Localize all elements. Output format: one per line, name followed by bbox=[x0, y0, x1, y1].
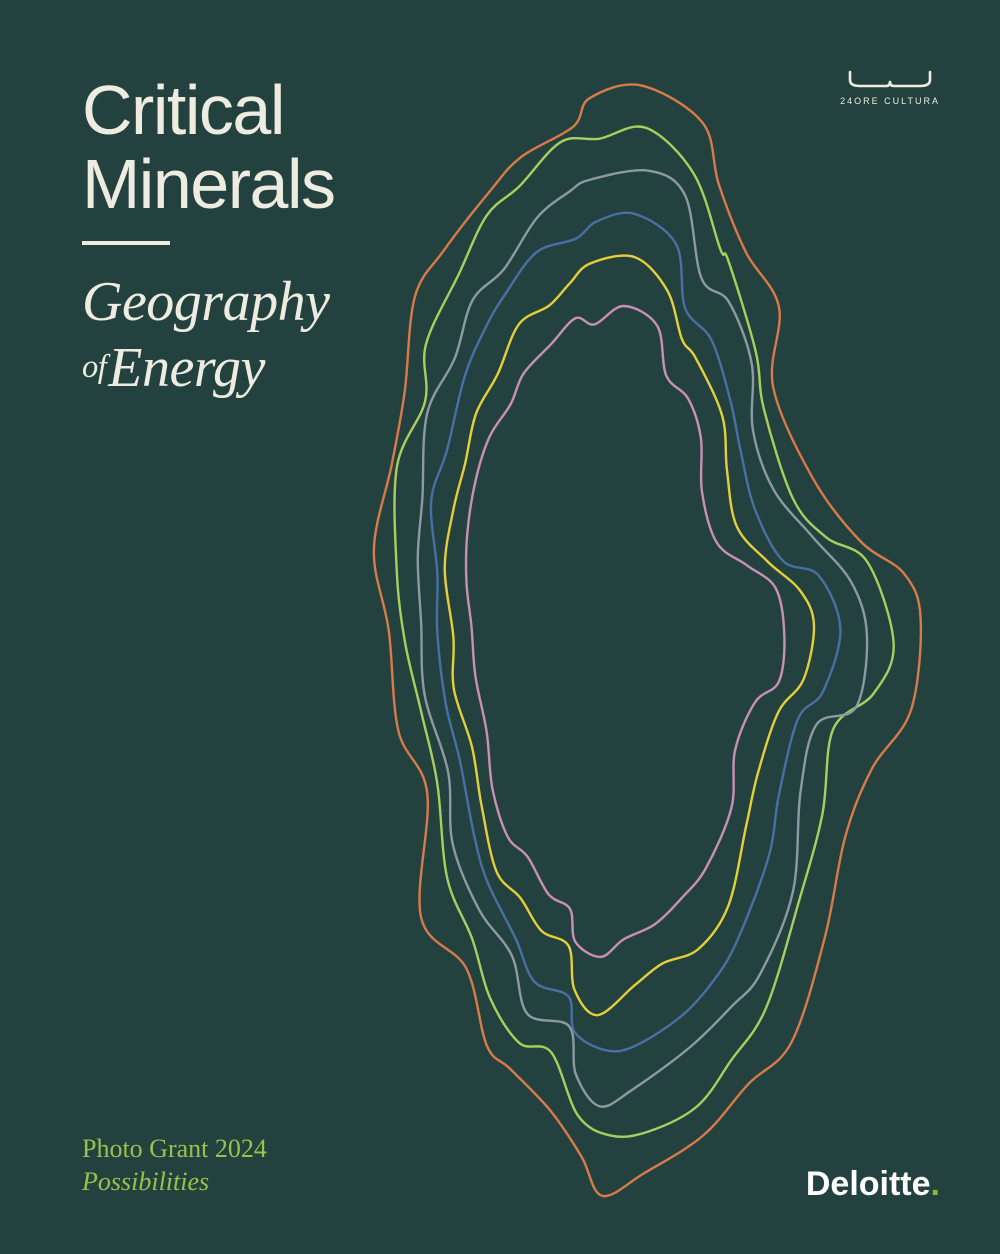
subtitle-word-2: Energy bbox=[108, 337, 265, 399]
grant-line-1: Photo Grant 2024 bbox=[82, 1133, 267, 1166]
contour-ring-1 bbox=[394, 126, 893, 1136]
publisher-logo-text: 24ORE CULTURA bbox=[840, 96, 940, 106]
title-line-2: Minerals bbox=[82, 148, 335, 222]
subtitle-word-1: Geography bbox=[82, 271, 329, 333]
subtitle-of: of bbox=[82, 349, 108, 385]
publisher-logo-icon bbox=[846, 68, 934, 90]
title-underline bbox=[82, 241, 170, 245]
grant-label: Photo Grant 2024 Possibilities bbox=[82, 1133, 267, 1198]
sponsor-logo-dot-icon: . bbox=[931, 1165, 940, 1204]
contour-ring-3 bbox=[431, 213, 840, 1052]
sponsor-logo-text: Deloitte bbox=[806, 1165, 931, 1203]
title-block: Critical Minerals Geography ofEnergy bbox=[82, 74, 335, 401]
sponsor-logo: Deloitte. bbox=[806, 1165, 940, 1204]
title-line-1: Critical bbox=[82, 74, 335, 148]
contour-inner-5 bbox=[466, 306, 784, 957]
cover-page: Critical Minerals Geography ofEnergy 24O… bbox=[0, 0, 1000, 1254]
publisher-logo: 24ORE CULTURA bbox=[840, 68, 940, 106]
grant-line-2: Possibilities bbox=[82, 1166, 267, 1199]
subtitle: Geography ofEnergy bbox=[82, 269, 335, 401]
